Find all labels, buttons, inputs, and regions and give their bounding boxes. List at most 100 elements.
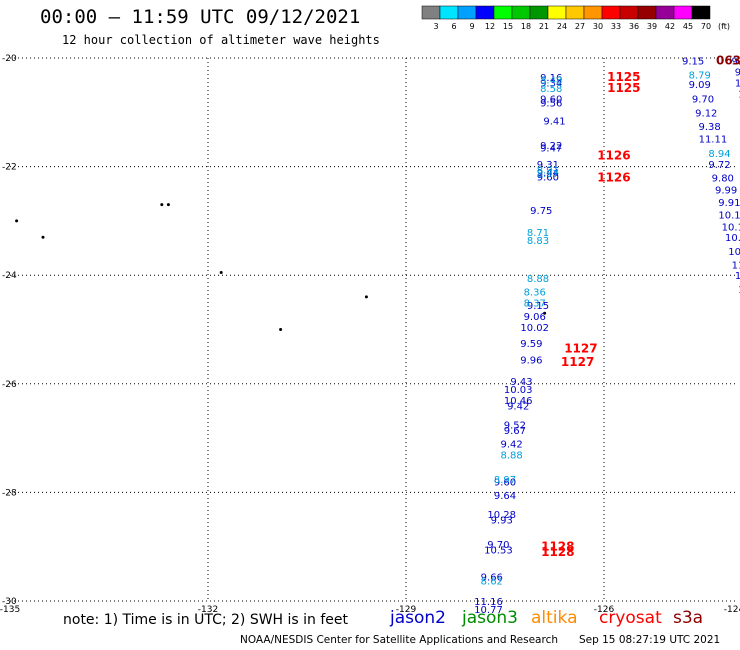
data-label: 8.48 — [540, 76, 562, 87]
data-label: 8.94 — [708, 149, 730, 160]
colorbar-label: (ft) — [718, 22, 730, 31]
data-label: 9.06 — [524, 312, 546, 323]
x-tick-label: -132 — [198, 605, 218, 615]
data-label: 11.11 — [699, 134, 728, 145]
data-label: 9.12 — [695, 108, 717, 119]
chart-grid — [10, 57, 736, 602]
data-label: 9.75 — [530, 206, 552, 217]
data-label: 8.79 — [689, 70, 711, 81]
data-label: 10.98 — [728, 247, 740, 258]
colorbar-label: 42 — [665, 22, 675, 31]
colorbar-label: 36 — [629, 22, 639, 31]
data-label: 10.03 — [504, 385, 533, 396]
data-label: 9.38 — [698, 122, 720, 133]
data-label: 8.58 — [540, 84, 562, 95]
data-label: 10.14 — [722, 222, 740, 233]
land-point — [279, 328, 283, 331]
land-point — [160, 203, 164, 207]
colorbar-label: 45 — [683, 22, 693, 31]
data-label: 9.93 — [491, 516, 513, 527]
colorbar-swatch — [529, 5, 549, 20]
colorbar-swatch — [601, 5, 621, 20]
data-label: 9.99 — [715, 185, 737, 196]
y-tick-label: -26 — [2, 380, 17, 390]
x-tick-label: -129 — [396, 605, 417, 615]
data-label: 9.59 — [520, 339, 542, 350]
land-point — [15, 219, 19, 223]
colorbar-label: 15 — [503, 22, 513, 31]
data-label: 10.02 — [520, 323, 549, 334]
colorbar-swatch — [421, 5, 441, 20]
data-label: 8.62 — [481, 576, 503, 587]
data-label: 9.91 — [718, 198, 740, 209]
data-label: 1128 — [541, 545, 574, 559]
legend-jason3: jason3 — [462, 608, 518, 628]
land-point — [543, 311, 547, 315]
chart-title: 00:00 – 11:59 UTC 09/12/2021 — [40, 6, 361, 28]
colorbar-label: 12 — [485, 22, 495, 31]
data-label: 9.96 — [520, 355, 542, 366]
data-label: 1126 — [597, 149, 630, 163]
legend-cryosat: cryosat — [599, 608, 662, 628]
data-label: 0631 — [716, 54, 740, 68]
data-label: 8.71 — [527, 228, 549, 239]
data-label: 11.16 — [474, 597, 503, 608]
land-features — [15, 203, 547, 331]
colorbar-label: 39 — [647, 22, 657, 31]
data-label: 9.66 — [481, 573, 503, 584]
data-label: 9.52 — [504, 421, 526, 432]
data-label: 9.42 — [507, 402, 529, 413]
data-label: 11.32 — [735, 271, 740, 282]
legend-jason2: jason2 — [390, 608, 446, 628]
colorbar-label: 3 — [433, 22, 438, 31]
y-tick-label: -20 — [2, 54, 17, 64]
colorbar-label: 9 — [469, 22, 474, 31]
colorbar-label: 30 — [593, 22, 603, 31]
colorbar-label: 18 — [521, 22, 531, 31]
colorbar-swatch — [691, 5, 711, 20]
data-label: 9.60 — [540, 95, 562, 106]
data-label: 8.36 — [524, 287, 546, 298]
data-label: 1125 — [607, 81, 640, 95]
data-label: 11.26 — [738, 285, 740, 296]
data-label: 1128 — [541, 540, 574, 554]
data-label: 9.42 — [500, 440, 522, 451]
colorbar-label: 33 — [611, 22, 621, 31]
data-label: 9.70 — [692, 95, 714, 106]
data-label: 8.91 — [537, 165, 559, 176]
colorbar-label: 21 — [539, 22, 549, 31]
colorbar-swatch — [673, 5, 693, 20]
data-label: 11.89 — [732, 260, 740, 271]
data-label: 8.88 — [527, 274, 549, 285]
data-label: 10.18 — [725, 233, 740, 244]
data-label: 9.67 — [731, 57, 740, 68]
y-tick-label: -22 — [2, 163, 17, 173]
data-label: 9.34 — [540, 78, 562, 89]
data-label: 9.09 — [689, 80, 711, 91]
footer-note: note: 1) Time is in UTC; 2) SWH is in fe… — [63, 612, 349, 628]
data-label: 9.47 — [540, 144, 562, 155]
colorbar-swatch — [547, 5, 567, 20]
data-label: 9.80 — [712, 173, 734, 184]
footer-timestamp: Sep 15 08:27:19 UTC 2021 — [579, 634, 721, 646]
colorbar-label: 24 — [557, 22, 567, 31]
chart-subtitle: 12 hour collection of altimeter wave hei… — [62, 33, 380, 47]
colorbar-label: 70 — [701, 22, 711, 31]
data-label: 9.64 — [494, 491, 516, 502]
x-tick-label: -135 — [0, 605, 20, 615]
data-label: 9.79 — [735, 68, 740, 79]
data-label: 10.18 — [718, 210, 740, 221]
data-label: 9.60 — [537, 172, 559, 183]
data-label: 1126 — [597, 170, 630, 184]
data-label: 10.45 — [735, 78, 740, 89]
legend-altika: altika — [531, 608, 578, 628]
data-label: 9.16 — [540, 73, 562, 84]
colorbar-swatch — [655, 5, 675, 20]
data-label: 9.56 — [540, 99, 562, 110]
data-label: 8.83 — [527, 236, 549, 247]
land-point — [364, 295, 368, 299]
data-label: 9.15 — [527, 301, 549, 312]
data-label: 1127 — [564, 342, 597, 356]
colorbar-swatch — [619, 5, 639, 20]
colorbar-swatch — [457, 5, 477, 20]
